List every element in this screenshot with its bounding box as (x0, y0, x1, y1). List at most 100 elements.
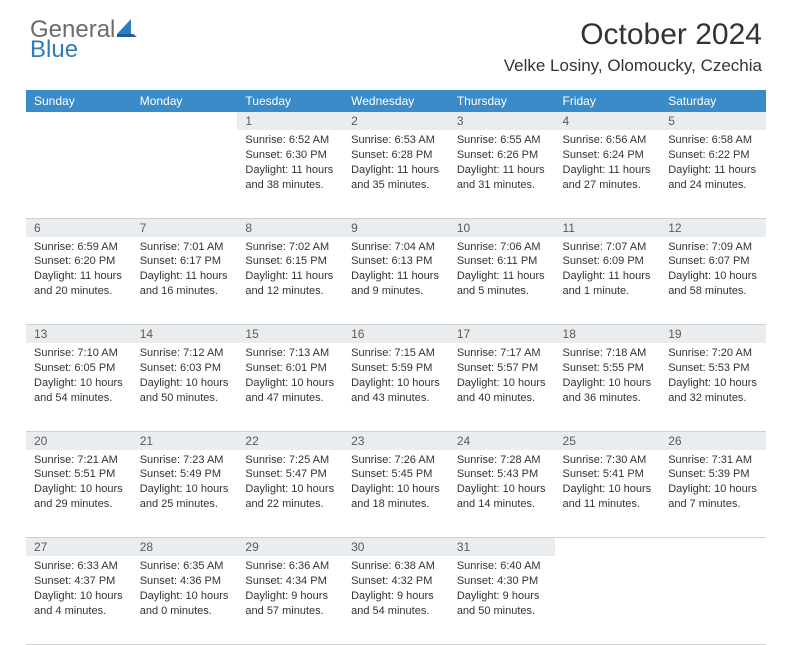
sunset-line: Sunset: 5:45 PM (351, 467, 441, 482)
day-content: Sunrise: 6:53 AMSunset: 6:28 PMDaylight:… (343, 130, 449, 198)
day-content: Sunrise: 7:23 AMSunset: 5:49 PMDaylight:… (132, 450, 238, 518)
sunrise-line: Sunrise: 7:09 AM (668, 240, 758, 255)
daylight-line: Daylight: 11 hours and 31 minutes. (457, 163, 547, 193)
day-header: Thursday (449, 90, 555, 112)
day-number: 25 (555, 432, 661, 450)
sunrise-line: Sunrise: 7:10 AM (34, 346, 124, 361)
daylight-line: Daylight: 11 hours and 20 minutes. (34, 269, 124, 299)
day-header: Saturday (660, 90, 766, 112)
day-content: Sunrise: 7:12 AMSunset: 6:03 PMDaylight:… (132, 343, 238, 411)
day-number: 26 (660, 432, 766, 450)
daylight-line: Daylight: 9 hours and 50 minutes. (457, 589, 547, 619)
daylight-line: Daylight: 10 hours and 43 minutes. (351, 376, 441, 406)
sunrise-line: Sunrise: 7:17 AM (457, 346, 547, 361)
sunset-line: Sunset: 5:43 PM (457, 467, 547, 482)
day-number: 8 (237, 219, 343, 237)
daylight-line: Daylight: 11 hours and 12 minutes. (245, 269, 335, 299)
day-cell: Sunrise: 7:30 AMSunset: 5:41 PMDaylight:… (555, 450, 661, 538)
day-cell (555, 556, 661, 644)
daylight-line: Daylight: 11 hours and 9 minutes. (351, 269, 441, 299)
day-content: Sunrise: 7:20 AMSunset: 5:53 PMDaylight:… (660, 343, 766, 411)
day-content: Sunrise: 7:25 AMSunset: 5:47 PMDaylight:… (237, 450, 343, 518)
daylight-line: Daylight: 11 hours and 38 minutes. (245, 163, 335, 193)
day-number: 14 (132, 325, 238, 343)
day-cell: Sunrise: 7:12 AMSunset: 6:03 PMDaylight:… (132, 343, 238, 431)
sunrise-line: Sunrise: 6:35 AM (140, 559, 230, 574)
day-content: Sunrise: 7:07 AMSunset: 6:09 PMDaylight:… (555, 237, 661, 305)
daynum-row: 6789101112 (26, 218, 766, 237)
day-header: Tuesday (237, 90, 343, 112)
daylight-line: Daylight: 10 hours and 32 minutes. (668, 376, 758, 406)
sunset-line: Sunset: 6:26 PM (457, 148, 547, 163)
day-content: Sunrise: 7:18 AMSunset: 5:55 PMDaylight:… (555, 343, 661, 411)
day-cell: Sunrise: 7:25 AMSunset: 5:47 PMDaylight:… (237, 450, 343, 538)
sunrise-line: Sunrise: 7:31 AM (668, 453, 758, 468)
daylight-line: Daylight: 10 hours and 4 minutes. (34, 589, 124, 619)
daylight-line: Daylight: 10 hours and 54 minutes. (34, 376, 124, 406)
sunset-line: Sunset: 5:55 PM (563, 361, 653, 376)
day-cell: Sunrise: 6:53 AMSunset: 6:28 PMDaylight:… (343, 130, 449, 218)
week-row: Sunrise: 7:21 AMSunset: 5:51 PMDaylight:… (26, 450, 766, 538)
day-number (26, 112, 132, 116)
day-content: Sunrise: 6:52 AMSunset: 6:30 PMDaylight:… (237, 130, 343, 198)
day-number: 17 (449, 325, 555, 343)
sunrise-line: Sunrise: 7:01 AM (140, 240, 230, 255)
day-content: Sunrise: 6:58 AMSunset: 6:22 PMDaylight:… (660, 130, 766, 198)
sunrise-line: Sunrise: 6:56 AM (563, 133, 653, 148)
day-cell: Sunrise: 7:23 AMSunset: 5:49 PMDaylight:… (132, 450, 238, 538)
day-cell (132, 130, 238, 218)
day-number: 7 (132, 219, 238, 237)
sunset-line: Sunset: 6:15 PM (245, 254, 335, 269)
sunrise-line: Sunrise: 7:26 AM (351, 453, 441, 468)
day-number: 15 (237, 325, 343, 343)
sunset-line: Sunset: 6:13 PM (351, 254, 441, 269)
day-cell (660, 556, 766, 644)
week-row: Sunrise: 7:10 AMSunset: 6:05 PMDaylight:… (26, 343, 766, 431)
sunset-line: Sunset: 4:34 PM (245, 574, 335, 589)
sunrise-line: Sunrise: 7:21 AM (34, 453, 124, 468)
day-number: 28 (132, 538, 238, 556)
sunrise-line: Sunrise: 6:40 AM (457, 559, 547, 574)
day-cell (26, 130, 132, 218)
week-row: Sunrise: 6:59 AMSunset: 6:20 PMDaylight:… (26, 237, 766, 325)
day-number: 20 (26, 432, 132, 450)
sunset-line: Sunset: 5:59 PM (351, 361, 441, 376)
day-header: Sunday (26, 90, 132, 112)
sunrise-line: Sunrise: 7:25 AM (245, 453, 335, 468)
calendar-table: SundayMondayTuesdayWednesdayThursdayFrid… (26, 90, 766, 645)
day-number: 5 (660, 112, 766, 130)
day-cell: Sunrise: 6:36 AMSunset: 4:34 PMDaylight:… (237, 556, 343, 644)
day-cell: Sunrise: 7:21 AMSunset: 5:51 PMDaylight:… (26, 450, 132, 538)
day-number: 2 (343, 112, 449, 130)
day-content: Sunrise: 6:40 AMSunset: 4:30 PMDaylight:… (449, 556, 555, 624)
week-row: Sunrise: 6:33 AMSunset: 4:37 PMDaylight:… (26, 556, 766, 644)
sunrise-line: Sunrise: 6:53 AM (351, 133, 441, 148)
daylight-line: Daylight: 11 hours and 35 minutes. (351, 163, 441, 193)
day-content: Sunrise: 6:35 AMSunset: 4:36 PMDaylight:… (132, 556, 238, 624)
day-number: 18 (555, 325, 661, 343)
day-cell: Sunrise: 6:59 AMSunset: 6:20 PMDaylight:… (26, 237, 132, 325)
day-content: Sunrise: 7:04 AMSunset: 6:13 PMDaylight:… (343, 237, 449, 305)
day-number: 16 (343, 325, 449, 343)
sunset-line: Sunset: 4:32 PM (351, 574, 441, 589)
sunrise-line: Sunrise: 7:23 AM (140, 453, 230, 468)
daynum-row: 12345 (26, 112, 766, 130)
sunrise-line: Sunrise: 6:38 AM (351, 559, 441, 574)
sunset-line: Sunset: 6:28 PM (351, 148, 441, 163)
day-content: Sunrise: 7:31 AMSunset: 5:39 PMDaylight:… (660, 450, 766, 518)
day-cell: Sunrise: 7:02 AMSunset: 6:15 PMDaylight:… (237, 237, 343, 325)
day-header: Wednesday (343, 90, 449, 112)
sunset-line: Sunset: 5:53 PM (668, 361, 758, 376)
logo-sail-icon (117, 19, 139, 42)
day-cell: Sunrise: 7:31 AMSunset: 5:39 PMDaylight:… (660, 450, 766, 538)
day-content: Sunrise: 7:09 AMSunset: 6:07 PMDaylight:… (660, 237, 766, 305)
month-title: October 2024 (504, 18, 762, 52)
sunset-line: Sunset: 6:03 PM (140, 361, 230, 376)
day-number (132, 112, 238, 116)
day-content: Sunrise: 7:30 AMSunset: 5:41 PMDaylight:… (555, 450, 661, 518)
day-number (555, 538, 661, 542)
daylight-line: Daylight: 10 hours and 40 minutes. (457, 376, 547, 406)
day-number: 24 (449, 432, 555, 450)
day-number: 9 (343, 219, 449, 237)
daylight-line: Daylight: 10 hours and 36 minutes. (563, 376, 653, 406)
